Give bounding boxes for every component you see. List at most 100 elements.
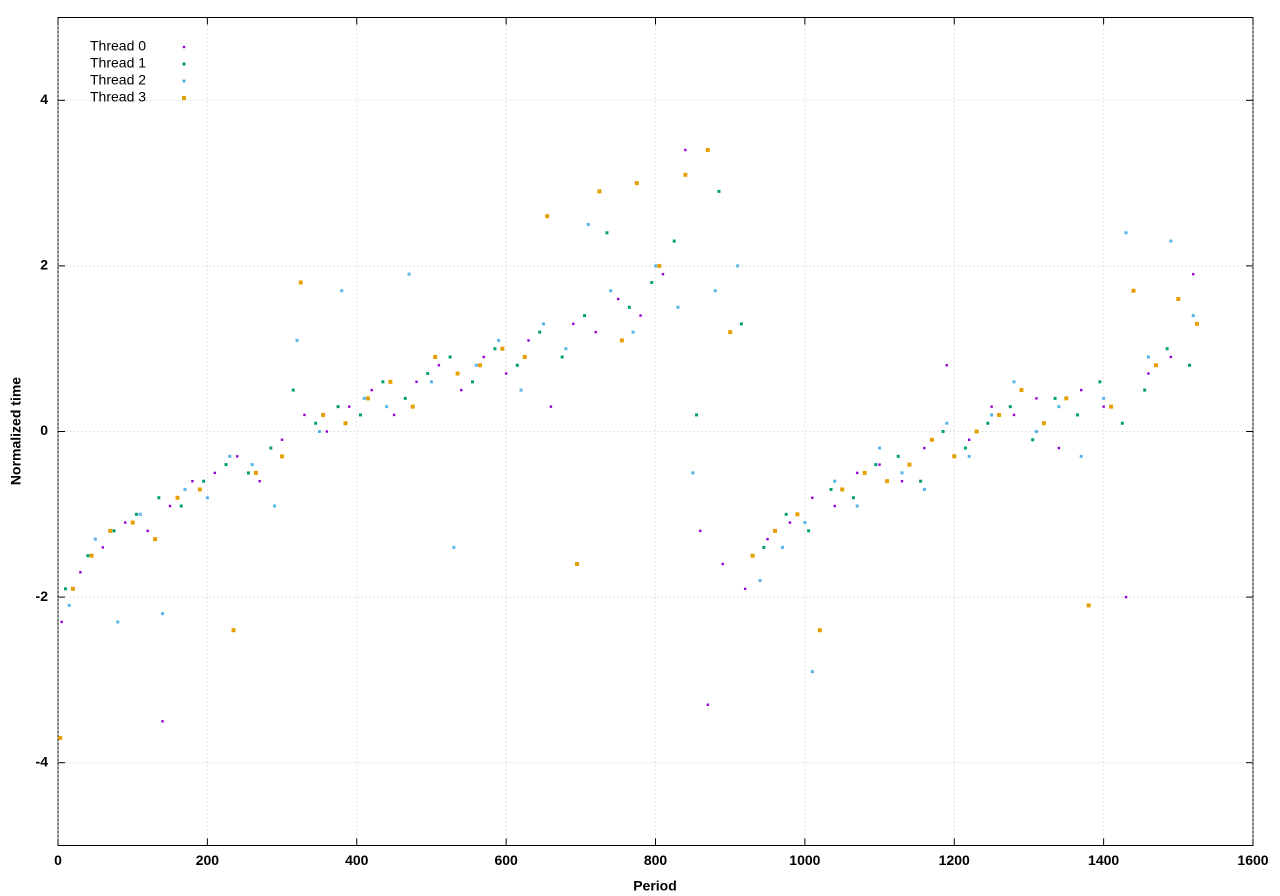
data-point [504,372,508,375]
data-point [58,735,63,740]
data-point [1057,405,1061,409]
data-point [407,272,411,276]
data-point [493,347,497,351]
data-point [833,479,837,483]
data-point [1012,380,1016,384]
x-axis-label: Period [633,878,677,894]
data-point [343,421,348,426]
data-point [788,521,792,524]
data-point [605,231,609,235]
data-point [929,437,934,442]
x-tick-label: 1200 [939,852,970,868]
x-tick-label: 800 [644,852,668,868]
data-point [657,263,662,268]
data-point [1086,603,1091,608]
data-point [564,347,568,351]
x-tick-label: 0 [54,852,62,868]
data-point [1147,372,1150,375]
data-point [410,404,415,409]
data-point [560,355,564,359]
x-tick-label: 1000 [789,852,820,868]
y-tick-label: 2 [40,257,48,273]
data-point [183,487,187,491]
data-point [116,620,120,624]
data-point [500,346,505,351]
data-point [101,546,105,549]
data-point [829,487,833,491]
data-point [1034,430,1038,433]
data-point [1102,396,1106,400]
data-point [108,528,113,533]
data-point [963,446,967,450]
data-point [803,521,807,525]
data-point [362,396,366,400]
data-point [583,314,587,318]
data-point [862,470,867,475]
data-point [878,463,881,466]
data-point [130,520,135,525]
data-point [807,529,811,533]
data-point [967,438,971,441]
data-point [426,372,430,376]
data-point [1143,388,1147,392]
data-point [1041,421,1046,426]
data-point [1131,288,1136,293]
data-point [433,354,438,359]
data-point [545,214,550,219]
data-point [676,305,680,309]
data-point [86,554,90,558]
y-tick-label: 4 [40,91,48,107]
data-point [161,612,165,616]
data-point [1192,272,1195,276]
data-point [896,454,900,458]
data-point [1191,314,1195,318]
data-point [575,561,580,566]
data-point [855,504,859,508]
data-point [851,496,855,500]
data-point [945,364,948,367]
data-point [986,421,990,425]
data-point [253,470,258,475]
data-point [202,479,206,483]
x-tick-label: 1400 [1088,852,1119,868]
data-point [885,479,890,484]
data-point [616,297,620,301]
data-point [810,670,814,674]
data-point [717,189,721,193]
data-point [385,405,389,409]
data-point [471,380,475,384]
data-point [63,587,67,591]
data-point [654,264,657,268]
data-point [1035,397,1038,400]
data-point [705,147,710,152]
data-point [93,537,97,541]
data-point [919,479,923,483]
data-point [736,264,740,268]
data-point [817,628,822,633]
data-point [269,446,273,450]
data-point [175,495,180,500]
data-point [1053,396,1057,400]
data-point [691,471,695,475]
data-point [205,496,209,500]
data-point [840,487,845,492]
data-point [519,388,523,392]
data-point [619,338,624,343]
data-point [1124,595,1128,599]
data-point [1188,363,1192,367]
data-point [213,471,217,475]
data-point [246,471,250,475]
data-point [743,587,747,591]
data-point [811,496,814,499]
legend-marker [182,45,186,49]
data-point [739,322,743,326]
data-point [1109,404,1114,409]
data-point [157,496,161,500]
data-point [381,380,385,384]
data-point [348,405,351,408]
data-point [298,280,303,285]
x-tick-label: 600 [494,852,518,868]
legend-label: Thread 2 [90,72,146,88]
data-point [146,529,149,533]
data-point [482,355,485,359]
